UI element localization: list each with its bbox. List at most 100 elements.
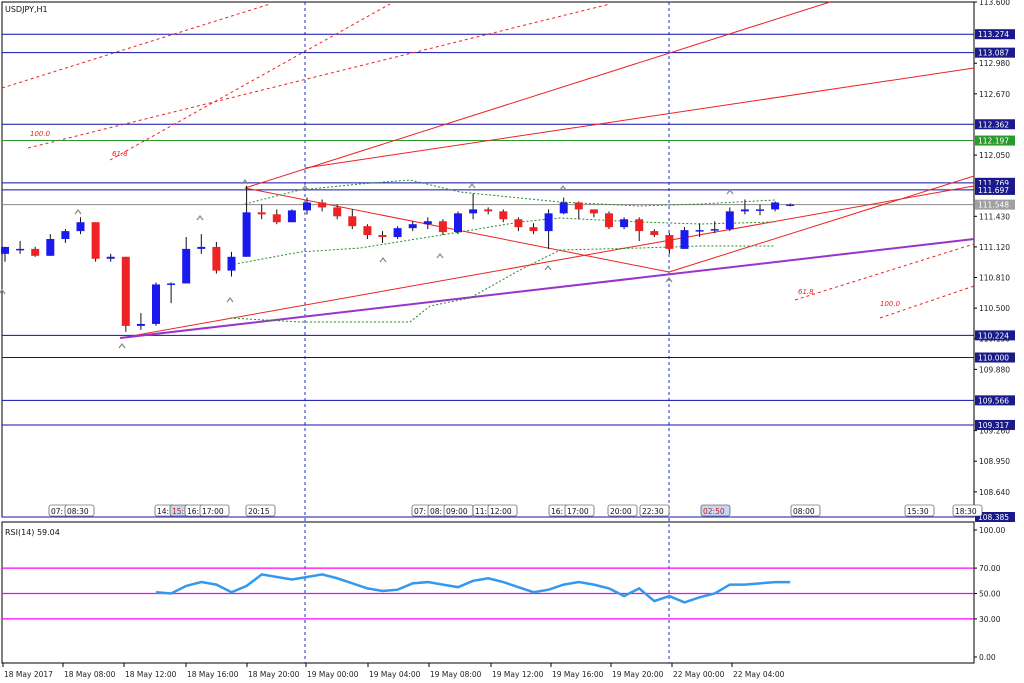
- candle-body: [454, 213, 462, 233]
- fractal-marker: [226, 297, 234, 303]
- candle-body: [786, 204, 795, 206]
- candle-body: [605, 213, 613, 228]
- time-marker: 22:30: [642, 507, 664, 516]
- fractal-marker: [665, 277, 673, 283]
- fib-line: [879, 285, 975, 319]
- candle-body: [378, 235, 387, 238]
- price-label: 111.548: [978, 201, 1009, 210]
- candle-body: [76, 222, 85, 232]
- x-tick-label: 18 May 08:00: [64, 670, 116, 679]
- candle-body: [227, 256, 236, 271]
- candle-body: [91, 222, 100, 259]
- candle-body: [469, 209, 478, 214]
- price-label-box: [975, 135, 1015, 146]
- trend-line: [668, 175, 975, 273]
- rsi-tick-label: 30.00: [979, 615, 1001, 624]
- price-label: 113.274: [978, 30, 1009, 39]
- x-tick-label: 18 May 20:00: [248, 670, 300, 679]
- candle-body: [16, 248, 25, 251]
- price-label-box: [975, 352, 1015, 363]
- y-tick-label: 109.880: [979, 365, 1010, 374]
- price-label-box: [975, 199, 1015, 210]
- x-tick-label: 19 May 20:00: [612, 670, 664, 679]
- x-tick-label: 19 May 16:00: [552, 670, 604, 679]
- envelope-band: [229, 217, 776, 266]
- candle-body: [484, 209, 493, 212]
- candle-body: [559, 202, 568, 214]
- candle-body: [318, 202, 327, 208]
- y-tick-label: 110.810: [979, 274, 1010, 283]
- candle-body: [393, 228, 402, 238]
- y-tick-label: 112.980: [979, 59, 1010, 68]
- time-marker-box: [904, 504, 935, 517]
- candle-body: [106, 256, 115, 259]
- time-marker: 17:00: [567, 507, 589, 516]
- time-marker: 08:30: [67, 507, 89, 516]
- price-label: 111.697: [978, 186, 1009, 195]
- x-tick-label: 19 May 12:00: [492, 670, 544, 679]
- candle-body: [212, 246, 221, 271]
- candle-body: [589, 209, 598, 214]
- rsi-tick-label: 0.00: [979, 653, 996, 662]
- x-tick-label: 18 May 16:00: [187, 670, 239, 679]
- time-marker: 08:00: [793, 507, 815, 516]
- time-marker: 16:: [187, 507, 199, 516]
- time-marker: 18:30: [955, 507, 977, 516]
- candle-body: [136, 323, 145, 326]
- price-label: 113.087: [978, 49, 1009, 58]
- time-marker: 12:00: [490, 507, 512, 516]
- price-label: 109.317: [978, 421, 1009, 430]
- price-label: 110.000: [978, 354, 1009, 363]
- time-marker: 17:00: [202, 507, 224, 516]
- price-label-box: [975, 395, 1015, 406]
- rsi-label: RSI(14) 59.04: [5, 528, 60, 537]
- candle-body: [303, 202, 311, 211]
- candle-body: [242, 212, 251, 257]
- candle-body: [31, 248, 40, 256]
- rsi-line: [155, 573, 791, 604]
- time-marker: 16:: [551, 507, 563, 516]
- candle-body: [348, 216, 357, 227]
- time-marker-box: [64, 504, 95, 517]
- candle-body: [152, 284, 160, 324]
- rsi-tick-label: 100.00: [979, 526, 1005, 535]
- candle-body: [1, 246, 9, 254]
- candle-body: [771, 202, 780, 210]
- fractal-marker: [241, 179, 249, 185]
- x-tick-label: 19 May 04:00: [369, 670, 421, 679]
- price-label-box: [975, 29, 1015, 40]
- fractal-marker: [559, 185, 567, 191]
- fractal-marker: [436, 253, 444, 259]
- envelope-band: [229, 245, 775, 323]
- candle-body: [408, 224, 417, 229]
- envelope-band: [244, 179, 776, 207]
- time-marker: 07:: [414, 507, 426, 516]
- x-tick-label: 19 May 08:00: [430, 670, 482, 679]
- candle-body: [257, 212, 266, 215]
- y-tick-label: 109.260: [979, 427, 1010, 436]
- y-tick-label: 108.950: [979, 457, 1010, 466]
- candle-body: [423, 221, 432, 225]
- time-marker: 02:50: [703, 507, 725, 516]
- candle-body: [650, 231, 659, 236]
- candle-body: [756, 209, 764, 211]
- candle-body: [363, 226, 372, 236]
- time-marker-box: [245, 504, 276, 517]
- fib-line: [1, 3, 271, 89]
- y-tick-label: 108.640: [979, 488, 1010, 497]
- time-marker-box: [700, 504, 731, 517]
- fib-label: 61.8: [112, 150, 128, 158]
- time-marker: 09:00: [446, 507, 468, 516]
- candle-body: [574, 202, 583, 210]
- time-marker: 15:30: [907, 507, 929, 516]
- rsi-frame: [1, 521, 975, 664]
- fib-label: 100.0: [880, 300, 901, 308]
- time-marker-box: [199, 504, 230, 517]
- candle-body: [514, 219, 523, 228]
- fib-line: [27, 3, 611, 149]
- time-marker-box: [790, 504, 821, 517]
- candle-body: [635, 219, 644, 232]
- fib-label: 61.8: [798, 288, 814, 296]
- x-tick-label: 22 May 04:00: [733, 670, 785, 679]
